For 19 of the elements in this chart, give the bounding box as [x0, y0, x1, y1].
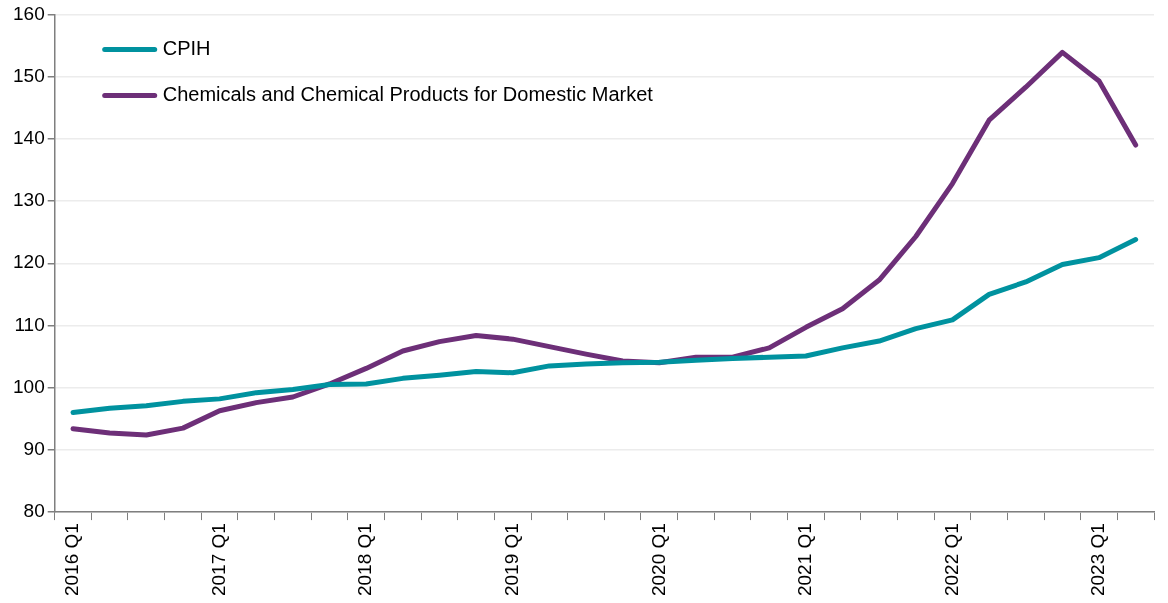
x-tick-label: 2023 Q1 [1087, 523, 1109, 597]
y-tick-label: 140 [13, 127, 45, 149]
y-tick-label: 100 [13, 375, 45, 397]
x-tick-label: 2016 Q1 [61, 523, 83, 597]
x-tick-label: 2022 Q1 [940, 523, 962, 597]
y-tick-label: 90 [23, 438, 45, 460]
x-tick-label: 2017 Q1 [207, 523, 229, 597]
y-tick-label: 130 [13, 189, 45, 211]
x-tick-label: 2018 Q1 [354, 523, 376, 597]
y-tick-label: 80 [23, 500, 45, 522]
y-tick-label: 160 [13, 2, 45, 24]
legend-label: Chemicals and Chemical Products for Domestic Market [162, 82, 654, 105]
x-tick-label: 2021 Q1 [794, 523, 816, 597]
y-tick-label: 120 [13, 251, 45, 273]
y-tick-label: 150 [13, 64, 45, 86]
y-tick-label: 110 [14, 313, 45, 335]
legend-label: CPIH [162, 36, 211, 59]
x-tick-label: 2019 Q1 [500, 523, 522, 597]
x-tick-label: 2020 Q1 [647, 523, 669, 597]
